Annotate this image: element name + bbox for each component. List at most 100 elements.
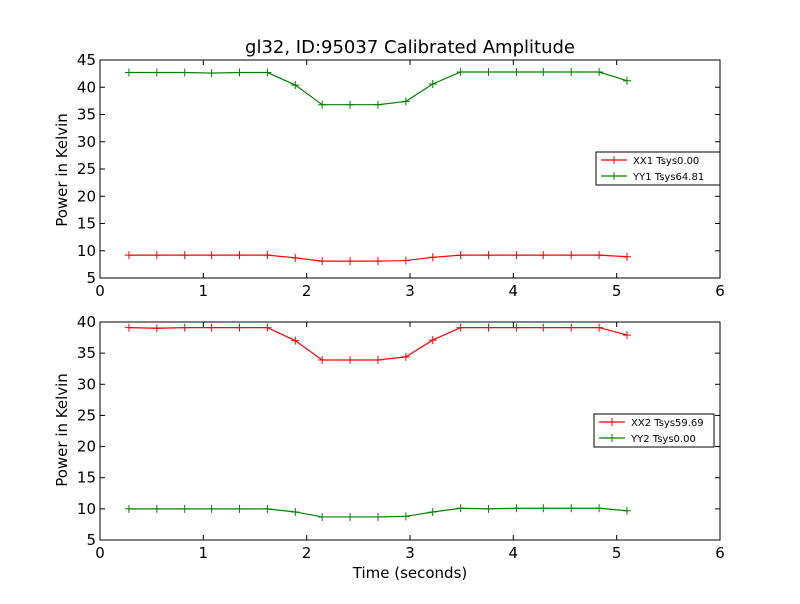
legend: XX1 Tsys0.00 YY1 Tsys64.81 (595, 151, 721, 186)
y-tick-label: 5 (86, 269, 96, 287)
data-point (180, 323, 189, 332)
chart-title: gl32, ID:95037 Calibrated Amplitude (245, 37, 575, 58)
y-tick-label: 25 (77, 160, 96, 178)
data-point (484, 251, 493, 260)
data-point (180, 68, 189, 77)
data-point (595, 504, 604, 513)
data-point (595, 323, 604, 332)
y-axis-label-bottom: Power in Kelvin (53, 373, 71, 487)
y-tick-label: 30 (77, 133, 96, 151)
legend-marker (610, 156, 618, 164)
data-point (539, 251, 548, 260)
data-point (484, 323, 493, 332)
y-tick-label: 40 (77, 313, 96, 331)
data-point (428, 79, 437, 88)
y-tick-label: 5 (86, 531, 96, 549)
data-point (235, 323, 244, 332)
data-point (235, 68, 244, 77)
data-point (595, 251, 604, 260)
data-point (318, 100, 327, 109)
legend-marker (608, 418, 616, 426)
legend-label: YY1 Tsys64.81 (632, 172, 704, 183)
data-point (567, 251, 576, 260)
data-point (207, 504, 216, 513)
data-point (318, 355, 327, 364)
y-tick-label: 25 (77, 406, 96, 424)
data-point (291, 253, 300, 262)
legend-label: YY2 Tsys0.00 (630, 434, 696, 445)
data-point (291, 336, 300, 345)
y-tick-label: 45 (77, 51, 96, 69)
data-point (428, 253, 437, 262)
x-tick-label: 5 (612, 544, 622, 562)
data-point (623, 331, 631, 340)
data-point (373, 355, 382, 364)
x-tick-label: 1 (199, 282, 209, 300)
y-tick-label: 30 (77, 375, 96, 393)
x-tick-label: 0 (95, 544, 105, 562)
data-point (291, 81, 300, 90)
data-point (623, 506, 631, 515)
x-tick-label: 4 (509, 544, 519, 562)
data-point (207, 323, 216, 332)
data-point (152, 68, 161, 77)
data-point (401, 512, 410, 521)
data-point (152, 251, 161, 260)
data-point (512, 67, 521, 76)
data-point (428, 336, 437, 345)
data-point (401, 352, 410, 361)
legend-label: XX2 Tsys59.69 (631, 418, 704, 429)
data-point (623, 76, 631, 85)
data-point (401, 256, 410, 265)
y-tick-label: 15 (77, 469, 96, 487)
data-point (263, 323, 272, 332)
y-tick-label: 40 (77, 78, 96, 96)
data-point (456, 323, 465, 332)
data-point (456, 251, 465, 260)
data-point (263, 251, 272, 260)
data-point (484, 504, 493, 513)
data-point (456, 504, 465, 513)
data-point (539, 323, 548, 332)
data-point (263, 68, 272, 77)
legend-marker (610, 172, 618, 180)
data-point (567, 323, 576, 332)
data-point (512, 323, 521, 332)
data-point (318, 257, 327, 266)
y-tick-label: 35 (77, 344, 96, 362)
data-point (373, 257, 382, 266)
data-point (623, 252, 631, 261)
data-point (428, 507, 437, 516)
data-point (152, 324, 161, 333)
y-tick-label: 20 (77, 187, 96, 205)
data-point (373, 100, 382, 109)
data-point (235, 504, 244, 513)
data-point (180, 251, 189, 260)
data-point (263, 504, 272, 513)
y-tick-label: 35 (77, 106, 96, 124)
data-point (346, 100, 355, 109)
legend-label: XX1 Tsys0.00 (633, 156, 699, 167)
x-tick-label: 6 (715, 544, 725, 562)
data-point (346, 257, 355, 266)
data-point (207, 251, 216, 260)
legend: XX2 Tsys59.69 YY2 Tsys0.00 (593, 413, 715, 448)
data-point (124, 68, 133, 77)
y-tick-label: 10 (77, 242, 96, 260)
data-point (567, 67, 576, 76)
x-axis-label: Time (seconds) (352, 564, 468, 582)
data-point (484, 67, 493, 76)
data-point (124, 504, 133, 513)
x-tick-label: 4 (509, 282, 519, 300)
x-tick-label: 2 (302, 544, 312, 562)
data-point (401, 97, 410, 106)
x-tick-label: 5 (612, 282, 622, 300)
x-tick-label: 3 (405, 282, 415, 300)
data-point (456, 67, 465, 76)
legend-box (593, 413, 715, 448)
data-point (291, 507, 300, 516)
data-point (346, 355, 355, 364)
y-tick-label: 15 (77, 215, 96, 233)
